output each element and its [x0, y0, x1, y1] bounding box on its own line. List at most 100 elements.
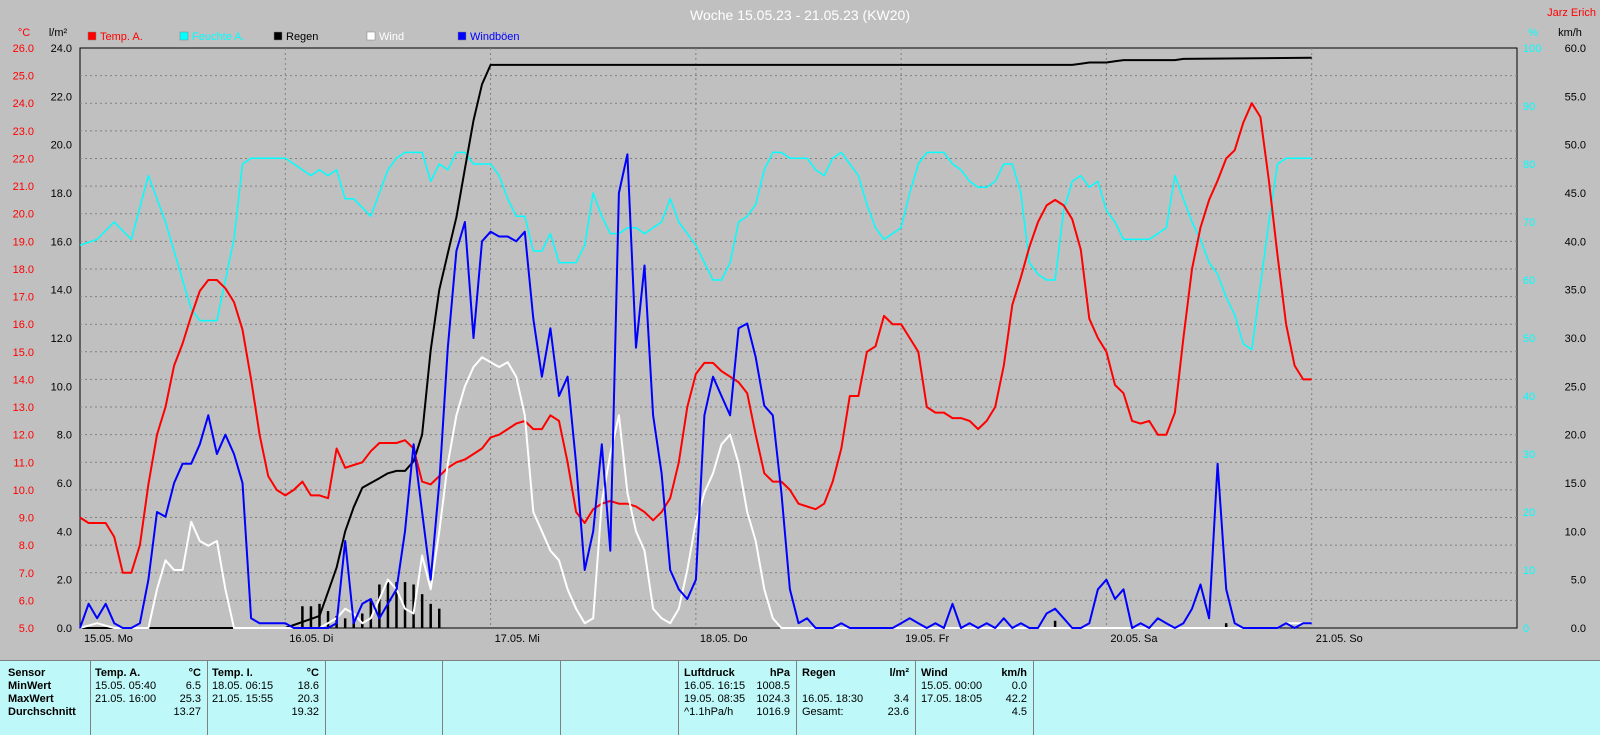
stats-regen-max-v: 3.4 [893, 693, 909, 705]
temp-tick-label: 14.0 [13, 374, 34, 386]
rain-tick-label: 18.0 [51, 188, 72, 200]
temp-tick-label: 13.0 [13, 402, 34, 414]
x-tick-label: 15.05. Mo [84, 633, 133, 645]
temp-unit-label: °C [18, 27, 30, 39]
series-line-wind [79, 153, 1312, 629]
stats-min-label: MinWert [8, 680, 52, 692]
rain-tick-label: 14.0 [51, 285, 72, 297]
wind-tick-label: 0.0 [1571, 623, 1586, 635]
stats-luftdruck-max-v: 1024.3 [756, 693, 790, 705]
rain-tick-label: 22.0 [51, 91, 72, 103]
temp-tick-label: 12.0 [13, 430, 34, 442]
stats-wind-unit: km/h [1001, 667, 1027, 679]
chart-legend: Temp. A. Feuchte A. Regen Wind Windböen [87, 31, 520, 43]
stats-luftdruck-avg-v: 1016.9 [756, 706, 790, 718]
stats-luftdruck-header: Luftdruck [684, 667, 735, 679]
wind-tick-label: 55.0 [1565, 91, 1586, 103]
temp-tick-label: 25.0 [13, 71, 34, 83]
stats-max-label: MaxWert [8, 693, 54, 705]
stats-avg-label: Durchschnitt [8, 706, 76, 718]
x-tick-label: 16.05. Di [289, 633, 333, 645]
wind-tick-label: 10.0 [1565, 526, 1586, 538]
wind-tick-label: 25.0 [1565, 381, 1586, 393]
rain-unit-label: l/m² [49, 27, 68, 39]
stats-temp-i-header: Temp. I. [212, 667, 253, 679]
credit-label: Jarz Erich [1547, 7, 1596, 19]
stats-sensor-header: Sensor [8, 667, 46, 679]
humidity-tick-label: 20 [1523, 507, 1535, 519]
temp-tick-label: 6.0 [19, 595, 34, 607]
humidity-tick-label: 80 [1523, 159, 1535, 171]
x-tick-label: 18.05. Do [700, 633, 748, 645]
x-tick-label: 17.05. Mi [495, 633, 540, 645]
wind-tick-label: 5.0 [1571, 575, 1586, 587]
plot-area [79, 47, 1518, 629]
legend-swatch [87, 31, 97, 41]
stats-temp-a-max-dt: 21.05. 16:00 [95, 693, 157, 705]
weather-chart: Woche 15.05.23 - 21.05.23 (KW20) Jarz Er… [13, 7, 1596, 645]
wind-tick-label: 35.0 [1565, 285, 1586, 297]
series-line-rain [80, 56, 1312, 629]
wind-tick-label: 20.0 [1565, 430, 1586, 442]
wind-unit-label: km/h [1558, 27, 1582, 39]
legend-label: Feuchte A. [192, 31, 245, 43]
humidity-tick-label: 40 [1523, 391, 1535, 403]
rain-tick-label: 12.0 [51, 333, 72, 345]
series-line-wind [79, 356, 1312, 629]
stats-regen-avg-dt: Gesamt: [802, 706, 844, 718]
statistics-panel: Sensor MinWert MaxWert Durchschnitt Temp… [0, 660, 1600, 735]
temp-tick-label: 8.0 [19, 540, 34, 552]
legend-swatch [457, 31, 467, 41]
stats-regen-col: Regen l/m² 16.05. 18:30 3.4 Gesamt: 23.6 [802, 667, 909, 719]
stats-wind-col: Wind km/h 15.05. 00:00 0.0 17.05. 18:05 42.… [921, 667, 1027, 719]
wind-tick-label: 50.0 [1565, 140, 1586, 152]
stats-wind-min-dt: 15.05. 00:00 [921, 680, 983, 692]
temp-tick-label: 18.0 [13, 264, 34, 276]
stats-temp-i-min-v: 18.6 [297, 680, 319, 692]
temp-tick-label: 15.0 [13, 347, 34, 359]
stats-wind-max-v: 42.2 [1005, 693, 1027, 705]
temp-tick-label: 23.0 [13, 126, 34, 138]
series-line-temp [79, 102, 1312, 574]
temp-tick-label: 9.0 [19, 513, 34, 525]
legend-swatch [273, 31, 283, 41]
stats-luftdruck-col: Luftdruck hPa 16.05. 16:15 1008.5 19.05. 0… [684, 667, 790, 719]
stats-regen-max-dt: 16.05. 18:30 [802, 693, 864, 705]
stats-luftdruck-unit: hPa [769, 667, 790, 679]
stats-temp-i-col: Temp. I. °C 18.05. 06:15 18.6 21.05. 15:55… [212, 667, 319, 719]
wind-tick-label: 40.0 [1565, 236, 1586, 248]
legend-label: Regen [286, 31, 318, 43]
stats-luftdruck-avg-dt: ^1.1hPa/h [684, 706, 734, 718]
temp-tick-label: 19.0 [13, 236, 34, 248]
temp-tick-label: 11.0 [13, 457, 34, 469]
stats-luftdruck-min-dt: 16.05. 16:15 [684, 680, 746, 692]
rain-tick-label: 6.0 [57, 478, 72, 490]
wind-tick-label: 60.0 [1565, 43, 1586, 55]
stats-wind-min-v: 0.0 [1011, 680, 1027, 692]
rain-tick-label: 4.0 [57, 526, 72, 538]
humidity-tick-label: 90 [1523, 101, 1535, 113]
wind-tick-label: 15.0 [1565, 478, 1586, 490]
temp-tick-label: 16.0 [13, 319, 34, 331]
temp-tick-label: 5.0 [19, 623, 34, 635]
humidity-tick-label: 70 [1523, 217, 1535, 229]
rain-tick-label: 24.0 [51, 43, 72, 55]
rain-tick-label: 10.0 [51, 381, 72, 393]
stats-wind-header: Wind [921, 667, 948, 679]
stats-temp-i-unit: °C [306, 667, 319, 679]
stats-wind-max-dt: 17.05. 18:05 [921, 693, 983, 705]
stats-temp-i-max-dt: 21.05. 15:55 [212, 693, 274, 705]
x-tick-label: 21.05. So [1316, 633, 1363, 645]
temp-tick-label: 24.0 [13, 98, 34, 110]
humidity-unit-label: % [1528, 27, 1538, 39]
temp-tick-label: 10.0 [13, 485, 34, 497]
stats-regen-header: Regen [802, 667, 836, 679]
rain-tick-label: 8.0 [57, 430, 72, 442]
stats-temp-a-header: Temp. A. [95, 667, 141, 679]
stats-temp-i-avg-v: 19.32 [291, 706, 319, 718]
stats-regen-unit: l/m² [889, 667, 909, 679]
stats-sensor-col: Sensor MinWert MaxWert Durchschnitt [8, 667, 88, 719]
temp-tick-label: 7.0 [19, 568, 34, 580]
axis-ticks: 15.05. Mo 16.05. Di 17.05. Mi 18.05. Do 19.0… [13, 43, 1586, 645]
humidity-tick-label: 60 [1523, 275, 1535, 287]
